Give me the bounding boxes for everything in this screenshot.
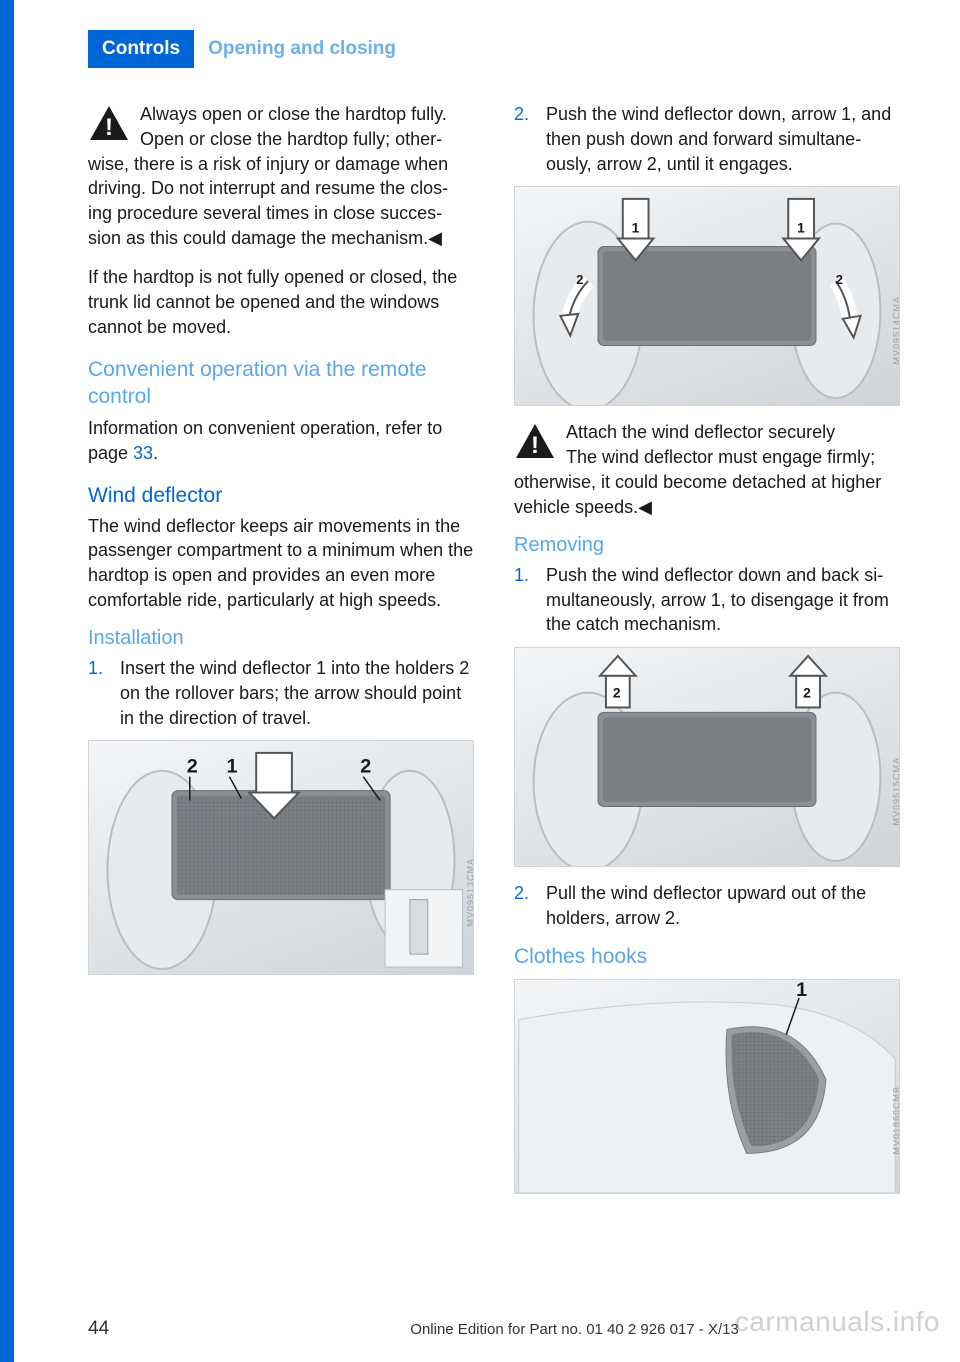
- svg-text:!: !: [531, 432, 539, 459]
- svg-text:2: 2: [187, 756, 198, 778]
- figure-clothes-hooks-svg: 1: [515, 980, 899, 1193]
- header-tabs: Controls Opening and closing: [88, 30, 900, 68]
- left-column: ! Always open or close the hardtop fully…: [88, 102, 474, 1208]
- tab-opening-closing: Opening and closing: [194, 30, 410, 68]
- step-number: 2.: [514, 881, 546, 931]
- warning-text: Attach the wind deflector securely The w…: [514, 420, 900, 519]
- heading-installation: Installation: [88, 627, 474, 650]
- svg-text:1: 1: [797, 220, 805, 236]
- remove-step-1: 1. Push the wind deflector down and back…: [514, 563, 900, 637]
- svg-text:1: 1: [796, 980, 807, 1001]
- step-text: Push the wind deflector down, arrow 1, a…: [546, 102, 900, 176]
- warning-icon: !: [514, 422, 556, 460]
- page-content: Controls Opening and closing ! Always op…: [0, 0, 960, 1208]
- warning-icon: !: [88, 104, 130, 142]
- svg-text:1: 1: [632, 220, 640, 236]
- figure-code: MV09514CMA: [892, 296, 900, 365]
- paragraph-wind-deflector: The wind deflector keeps air movements i…: [88, 514, 474, 613]
- svg-text:1: 1: [226, 756, 237, 778]
- figure-install-svg: 2 1 2: [89, 741, 473, 974]
- paragraph-hardtop-note: If the hardtop is not fully opened or cl…: [88, 265, 474, 339]
- warning-line2: Open or close the hardtop fully; other‐: [140, 127, 474, 152]
- figure-remove-svg: 2 2: [515, 648, 899, 866]
- warning-text: Always open or close the hardtop fully. …: [88, 102, 474, 251]
- step-text: Insert the wind deflector 1 into the hol…: [120, 656, 474, 730]
- watermark: carmanuals.info: [735, 1306, 940, 1338]
- figure-clothes-hooks: 1 MV01860CMB: [514, 979, 900, 1194]
- svg-text:2: 2: [803, 685, 811, 701]
- svg-text:!: !: [105, 114, 113, 141]
- figure-code: MV01860CMB: [892, 1086, 900, 1155]
- svg-text:2: 2: [836, 273, 843, 288]
- step-text: Push the wind deflector down and back si…: [546, 563, 900, 637]
- step-number: 1.: [88, 656, 120, 730]
- step-text: Pull the wind deflector upward out of th…: [546, 881, 900, 931]
- step-number: 2.: [514, 102, 546, 176]
- heading-removing: Removing: [514, 534, 900, 557]
- figure-code: MV09515CMA: [892, 757, 900, 826]
- page-link-33[interactable]: 33: [133, 443, 153, 463]
- paragraph-remote: Information on convenient operation, ref…: [88, 416, 474, 466]
- two-column-layout: ! Always open or close the hardtop fully…: [88, 102, 900, 1208]
- warning-block-deflector: ! Attach the wind deflector securely The…: [514, 420, 900, 519]
- remote-text-b: .: [153, 443, 158, 463]
- figure-remove: 2 2 MV09515CMA: [514, 647, 900, 867]
- step-number: 1.: [514, 563, 546, 637]
- install-step-1: 1. Insert the wind deflector 1 into the …: [88, 656, 474, 730]
- page-edge-bar: [0, 0, 14, 1362]
- warning-rest: wise, there is a risk of injury or damag…: [88, 154, 448, 248]
- svg-text:2: 2: [613, 685, 621, 701]
- figure-push-down-svg: 1 1 2 2: [515, 187, 899, 405]
- install-step-2: 2. Push the wind deflector down, arrow 1…: [514, 102, 900, 176]
- warning-line1: Attach the wind deflector securely: [566, 420, 900, 445]
- heading-clothes-hooks: Clothes hooks: [514, 945, 900, 969]
- figure-push-down: 1 1 2 2 MV09514CMA: [514, 186, 900, 406]
- right-column: 2. Push the wind deflector down, arrow 1…: [514, 102, 900, 1208]
- heading-wind-deflector: Wind deflector: [88, 484, 474, 508]
- warning-block-hardtop: ! Always open or close the hardtop fully…: [88, 102, 474, 251]
- figure-install: 2 1 2 MV09513CMA: [88, 740, 474, 975]
- svg-text:2: 2: [360, 756, 371, 778]
- tab-controls: Controls: [88, 30, 194, 68]
- figure-code: MV09513CMA: [466, 858, 474, 927]
- svg-text:2: 2: [576, 273, 583, 288]
- remove-step-2: 2. Pull the wind deflector upward out of…: [514, 881, 900, 931]
- heading-remote-control: Convenient operation via the remote cont…: [88, 357, 474, 410]
- warning-rest: otherwise, it could become detached at h…: [514, 472, 881, 517]
- warning-line1: Always open or close the hardtop fully.: [140, 102, 474, 127]
- page-number: 44: [88, 1318, 109, 1340]
- warning-line2: The wind deflector must engage firmly;: [566, 445, 900, 470]
